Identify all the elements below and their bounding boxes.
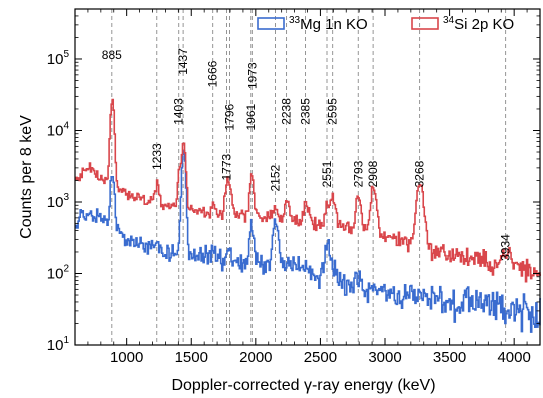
peak-label-3268: 3268 (413, 160, 427, 187)
peak-label-1437: 1437 (176, 48, 190, 75)
peak-label-1666: 1666 (206, 60, 220, 87)
legend-entry-33: 33Mg 1n KO (289, 15, 368, 33)
plot-frame (74, 8, 541, 346)
peak-label-885: 885 (102, 48, 122, 62)
peak-label-2551: 2551 (320, 160, 334, 187)
peak-marker-lines (111, 9, 507, 345)
peak-label-3934: 3934 (499, 234, 513, 261)
y-tick-label-1000: 103 (47, 192, 70, 211)
legend: 33Mg 1n KO 34Si 2p KO (257, 15, 514, 33)
x-tick-label-2000: 2000 (239, 349, 272, 366)
x-axis-title: Doppler-corrected γ-ray energy (keV) (171, 377, 435, 394)
x-tick-label-4000: 4000 (497, 349, 530, 366)
x-tick-label-1000: 1000 (110, 349, 143, 366)
peak-label-2385: 2385 (299, 98, 313, 125)
series-line-34 (75, 98, 542, 283)
peak-label-2908: 2908 (366, 160, 380, 187)
x-tick-label-1500: 1500 (175, 349, 208, 366)
peak-label-1773: 1773 (220, 153, 234, 180)
y-tick-label-10000: 104 (47, 120, 70, 139)
spectrum-series (75, 98, 542, 333)
peak-label-1973: 1973 (245, 62, 259, 89)
peak-label-1403: 1403 (172, 98, 186, 125)
y-axis-title: Counts per 8 keV (18, 115, 35, 239)
x-tick-label-3000: 3000 (368, 349, 401, 366)
peak-label-2238: 2238 (280, 98, 294, 125)
axes: 1000 1500 2000 2500 3000 3500 4000 101 102 103 104… (18, 8, 541, 394)
x-tick-label-2500: 2500 (304, 349, 337, 366)
peak-label-1961: 1961 (244, 103, 258, 130)
legend-swatch-33 (257, 17, 285, 30)
y-tick-label-10: 101 (47, 335, 70, 354)
x-tick-label-3500: 3500 (433, 349, 466, 366)
peak-label-1233: 1233 (150, 143, 164, 170)
legend-entry-34: 34Si 2p KO (443, 15, 514, 33)
peak-labels: 885 1233 1403 1437 1666 1773 1796 1961 1973 2152 2… (102, 48, 513, 261)
peak-label-2152: 2152 (269, 164, 283, 191)
peak-label-2595: 2595 (326, 98, 340, 125)
y-tick-label-100000: 105 (47, 49, 70, 68)
legend-swatch-34 (411, 17, 439, 30)
y-tick-label-100: 102 (47, 263, 70, 282)
series-line-33 (75, 150, 542, 333)
peak-label-1796: 1796 (223, 103, 237, 130)
peak-label-2793: 2793 (351, 160, 365, 187)
